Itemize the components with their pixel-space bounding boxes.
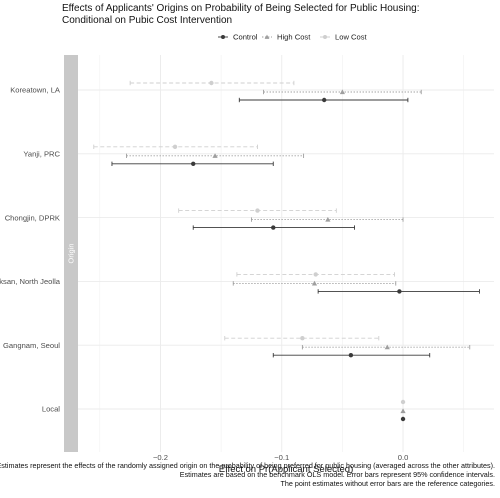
legend-label-high-cost: High Cost <box>277 33 311 42</box>
point-low-cost-local <box>400 399 406 405</box>
point-low-cost-koreatown-la <box>209 80 214 86</box>
legend-key-marker-high-cost <box>264 34 270 39</box>
point-control-koreatown-la <box>322 97 327 103</box>
category-tick-label: Yanji, PRC <box>23 150 60 159</box>
point-high-cost-gangnam-seoul <box>384 344 390 350</box>
point-high-cost-chongjin-dprk <box>325 217 331 222</box>
legend-key-marker-low-cost <box>323 35 327 39</box>
chart-title: Effects of Applicants' Origins on Probab… <box>62 3 419 27</box>
legend-label-low-cost: Low Cost <box>335 33 368 42</box>
x-axis-title: Effect on Pr(Applicant Selected) <box>219 464 353 475</box>
legend-label-control: Control <box>233 33 258 42</box>
data-marks <box>93 80 480 422</box>
x-tick-label: −0.1 <box>274 453 289 462</box>
point-control-chongjin-dprk <box>271 225 276 230</box>
point-high-cost-local <box>400 408 406 414</box>
footnote-line-2: Estimates are based on the benchmark OLS… <box>179 470 495 479</box>
point-low-cost-iksan-north-jeolla <box>313 272 318 277</box>
point-high-cost-yanji-prc <box>212 153 218 158</box>
x-tick-label: 0.0 <box>398 453 409 462</box>
point-high-cost-iksan-north-jeolla <box>311 280 318 286</box>
axes: Koreatown, LA Yanji, PRC Chongjin, DPRK Iks… <box>0 86 408 475</box>
chart-title-line-2: Conditional on Pubic Cost Intervention <box>62 15 233 26</box>
panel-background <box>78 55 494 452</box>
chart-title-line-1: Effects of Applicants' Origins on Probab… <box>62 3 420 14</box>
footnote-line-1: Estimates represent the effects of the r… <box>0 461 495 470</box>
category-tick-label: Iksan, North Jeolla <box>0 277 61 286</box>
legend-key-marker-control <box>221 35 225 39</box>
point-low-cost-chongjin-dprk <box>255 208 260 213</box>
footnote-line-3: The point estimates without error bars a… <box>280 479 495 488</box>
point-low-cost-yanji-prc <box>172 144 178 149</box>
point-control-iksan-north-jeolla <box>397 289 402 294</box>
point-control-local <box>400 416 406 422</box>
footnote: Estimates represent the effects of the r… <box>0 461 495 488</box>
category-tick-label: Chongjin, DPRK <box>5 213 60 222</box>
grid-lines <box>78 55 494 452</box>
category-tick-label: Gangnam, Seoul <box>3 341 60 350</box>
point-control-gangnam-seoul <box>348 353 354 358</box>
facet-strip <box>64 55 78 452</box>
plot-panel: Origin <box>64 55 494 452</box>
category-tick-label: Local <box>42 405 60 414</box>
facet-strip-label: Origin <box>67 243 76 263</box>
legend: Control High Cost Low Cost <box>218 33 368 42</box>
point-control-yanji-prc <box>191 161 196 166</box>
x-tick-label: −0.2 <box>153 453 168 462</box>
point-low-cost-gangnam-seoul <box>300 336 305 341</box>
point-high-cost-koreatown-la <box>339 89 345 95</box>
category-tick-label: Koreatown, LA <box>10 86 61 95</box>
